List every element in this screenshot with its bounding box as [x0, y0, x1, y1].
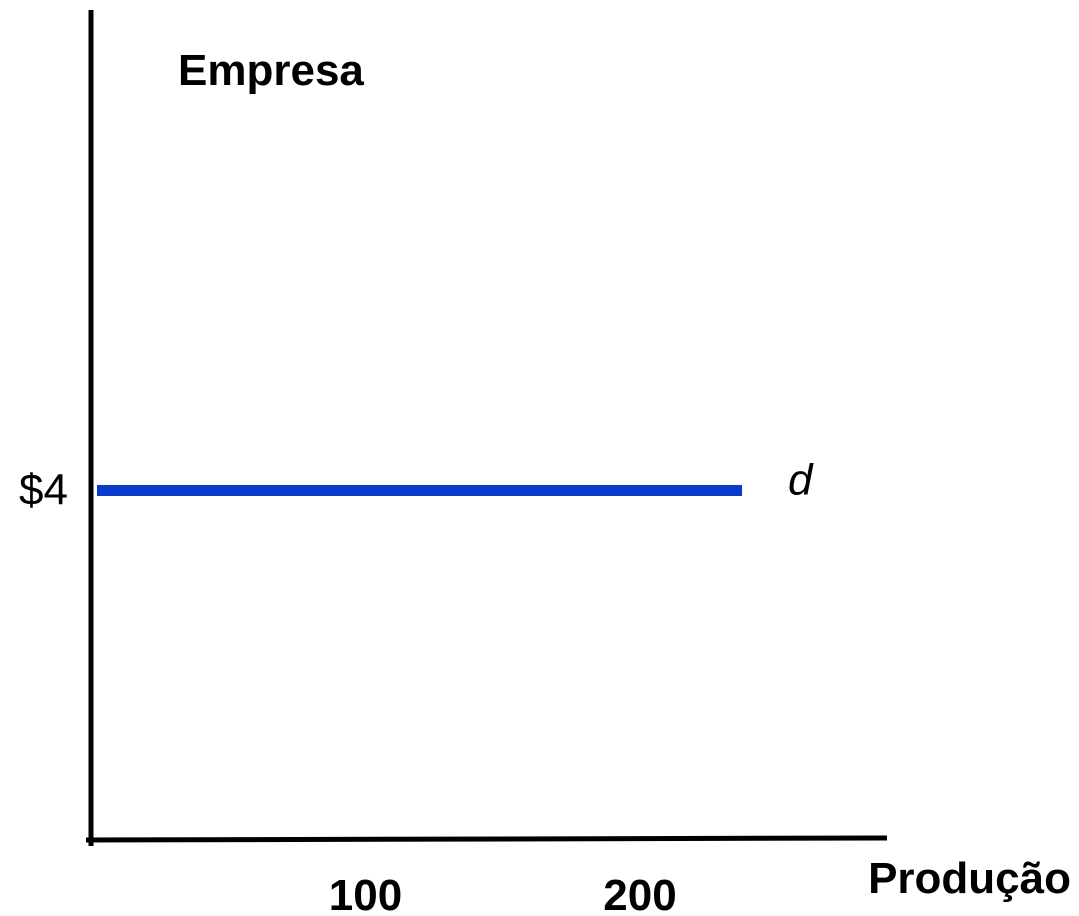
chart-title: Empresa [178, 46, 364, 95]
x-tick-label: 200 [603, 871, 676, 916]
y-tick-label: $4 [19, 466, 68, 515]
x-axis-label: Produção [868, 854, 1071, 903]
x-axis [85, 835, 888, 843]
series-layer: d [97, 456, 814, 505]
series-label: d [788, 456, 814, 505]
y-tick-labels: $4 [19, 466, 68, 515]
x-tick-label: 100 [329, 871, 402, 916]
x-tick-labels: 100 200 [329, 871, 677, 916]
